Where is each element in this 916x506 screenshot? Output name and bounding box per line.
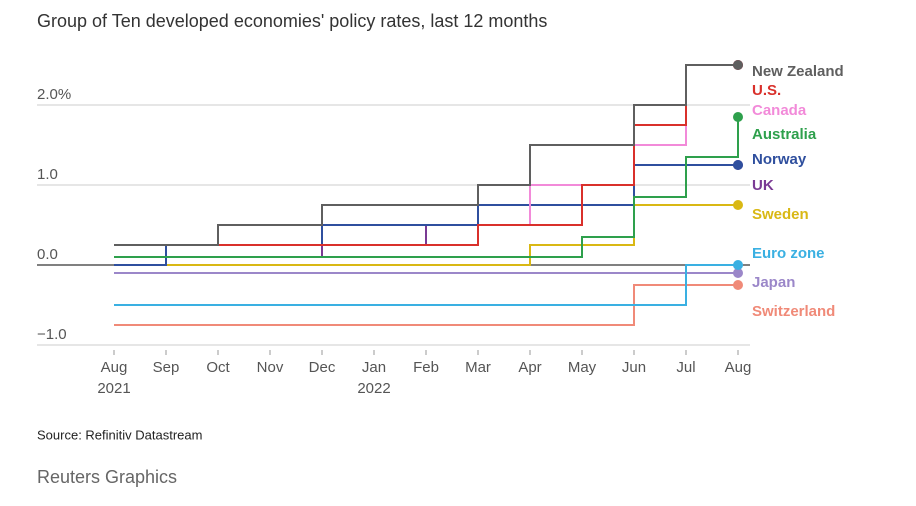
legend-label: Canada — [752, 102, 807, 119]
x-tick-label: Jan — [362, 359, 386, 376]
y-tick-label: 2.0% — [37, 86, 71, 103]
source: Source: Refinitiv Datastream — [37, 427, 202, 442]
chart-title: Group of Ten developed economies' policy… — [37, 11, 547, 31]
x-year-label: 2021 — [97, 380, 130, 397]
x-tick-label: Aug — [101, 359, 128, 376]
y-tick-label: −1.0 — [37, 326, 67, 343]
x-tick-label: Oct — [206, 359, 230, 376]
series-line — [114, 164, 738, 266]
end-dot — [733, 112, 743, 122]
credit: Reuters Graphics — [37, 467, 177, 487]
legend-label: U.S. — [752, 82, 781, 99]
series-line — [114, 64, 738, 246]
legend-label: New Zealand — [752, 63, 844, 80]
legend-label: Australia — [752, 126, 817, 143]
series-line — [114, 264, 738, 306]
legend-label: UK — [752, 177, 774, 194]
series-line — [114, 164, 738, 258]
x-tick-label: May — [568, 359, 597, 376]
legend-label: Switzerland — [752, 303, 835, 320]
y-tick-label: 0.0 — [37, 246, 58, 263]
x-tick-label: Jun — [622, 359, 646, 376]
end-dot — [733, 268, 743, 278]
series-line — [114, 117, 739, 258]
x-tick-label: Feb — [413, 359, 439, 376]
x-tick-label: Dec — [309, 359, 336, 376]
x-tick-label: Nov — [257, 359, 284, 376]
end-dot — [733, 60, 743, 70]
legend-label: Euro zone — [752, 245, 825, 262]
series-line — [114, 64, 738, 246]
y-tick-label: 1.0 — [37, 166, 58, 183]
x-tick-label: Apr — [518, 359, 541, 376]
end-dot — [733, 160, 743, 170]
series-line — [114, 64, 738, 246]
legend-label: Norway — [752, 151, 807, 168]
x-tick-label: Aug — [725, 359, 752, 376]
legend-label: Sweden — [752, 206, 809, 223]
x-tick-label: Jul — [676, 359, 695, 376]
x-year-label: 2022 — [357, 380, 390, 397]
end-dot — [733, 260, 743, 270]
end-dot — [733, 280, 743, 290]
x-tick-label: Mar — [465, 359, 491, 376]
x-tick-label: Sep — [153, 359, 180, 376]
series-line — [114, 284, 738, 326]
end-dot — [733, 200, 743, 210]
legend-label: Japan — [752, 274, 795, 291]
